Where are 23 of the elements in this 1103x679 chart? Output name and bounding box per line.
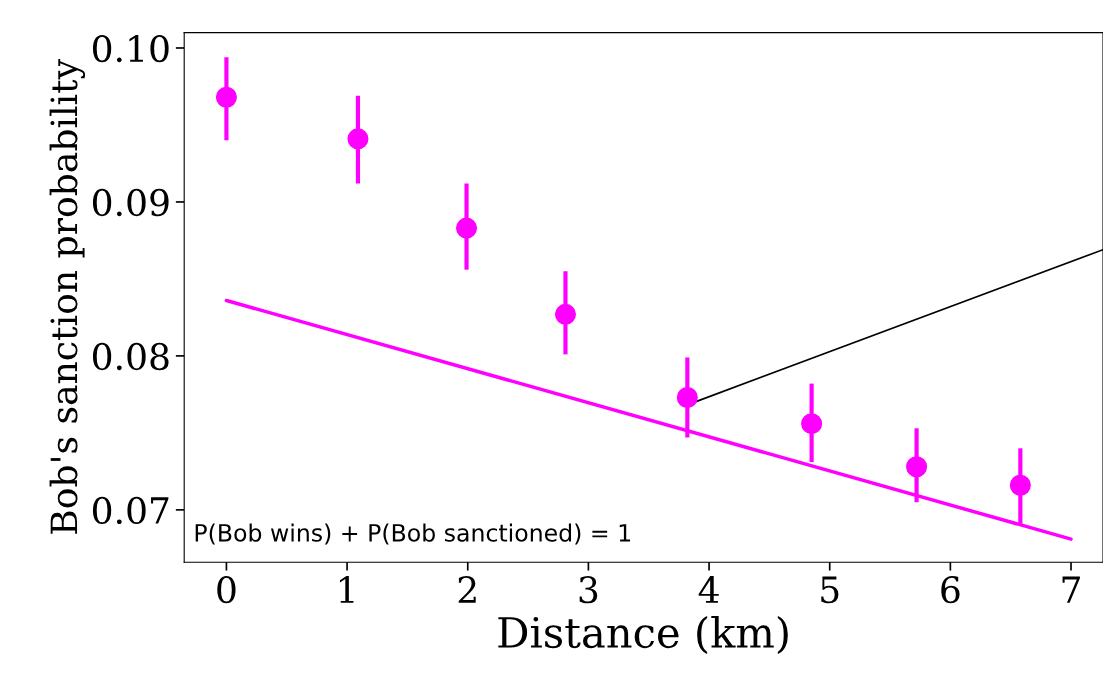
x-tick-label: 2 (458, 576, 476, 603)
x-tick-label: 3 (579, 576, 598, 604)
point (215, 86, 237, 108)
x-tick-label: 4 (698, 576, 719, 603)
x-tick-label: 7 (1062, 576, 1080, 603)
point (676, 386, 698, 408)
point (456, 217, 478, 239)
y-tick-label: 0.08 (92, 342, 169, 371)
x-axis-title: Distance (km) (498, 615, 788, 655)
y-axis-title: Bob's sanction probability (49, 59, 86, 534)
point (1009, 474, 1031, 496)
point (554, 303, 576, 325)
x-tick-label: 6 (941, 576, 960, 604)
point (906, 456, 928, 478)
annotation: P(Bob wins) + P(Bob sanctioned) = 1 (195, 523, 631, 545)
point (801, 413, 823, 435)
y-tick-label: 0.07 (92, 496, 169, 525)
x-tick-label: 1 (340, 576, 354, 603)
x-tick-label: 0 (217, 576, 236, 604)
x-tick-label: 5 (821, 576, 839, 604)
point (347, 128, 369, 150)
y-tick-label: 0.10 (92, 34, 169, 63)
y-tick-label: 0.09 (92, 188, 169, 217)
